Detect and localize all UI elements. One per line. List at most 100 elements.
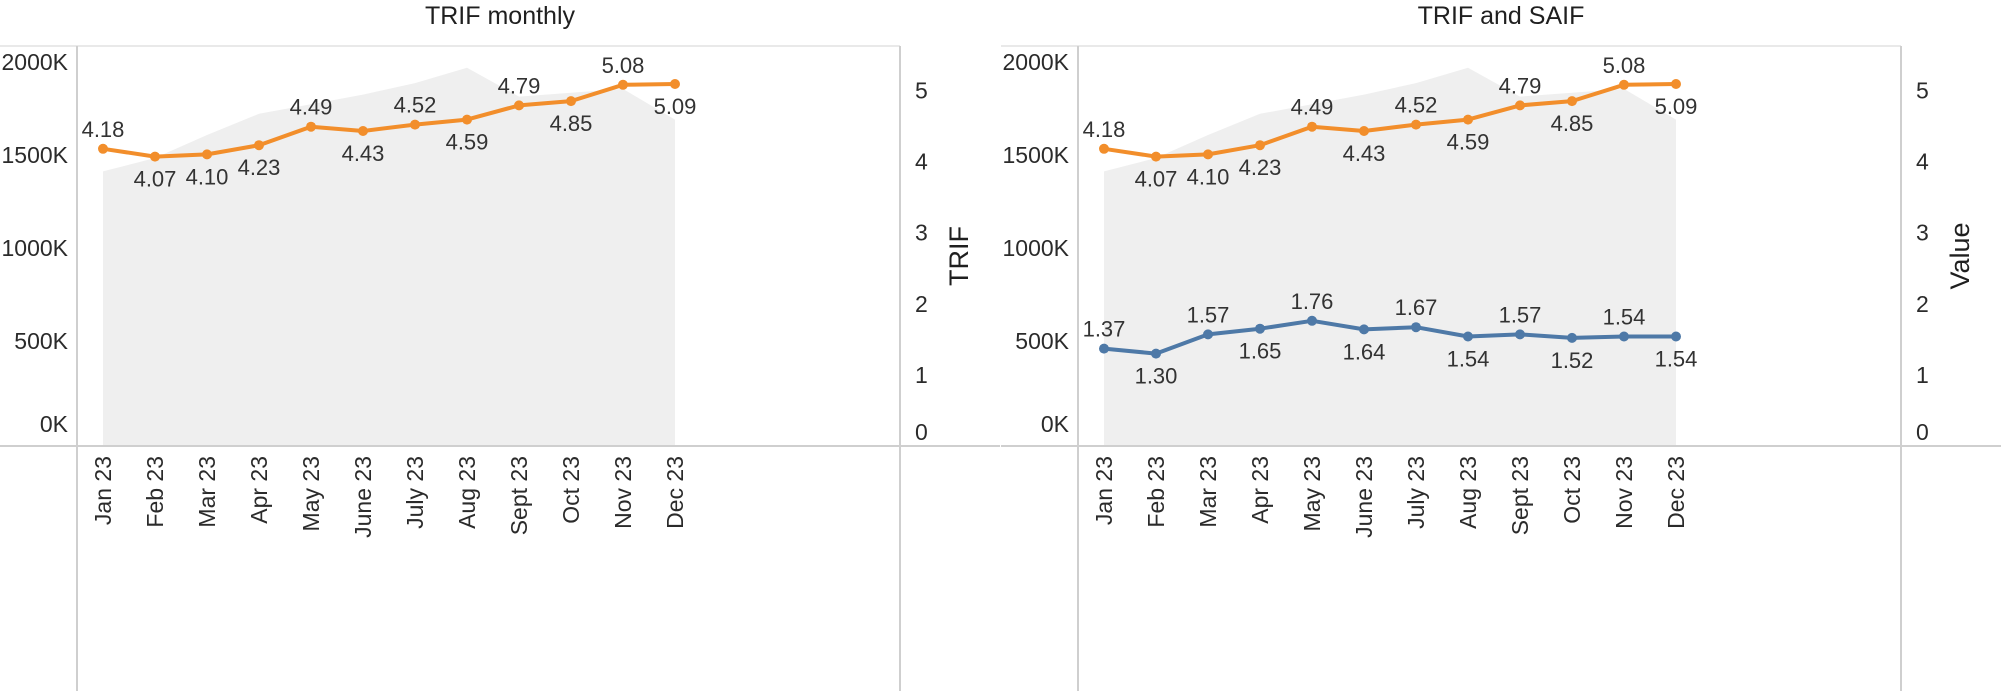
background-area [1104, 67, 1676, 447]
data-label: 5.09 [1655, 94, 1698, 119]
data-label: 5.09 [654, 94, 697, 119]
data-label: 4.52 [1395, 93, 1438, 118]
x-tick-label: Mar 23 [194, 456, 220, 528]
data-point [1255, 323, 1265, 334]
data-label: 4.23 [1239, 155, 1282, 180]
data-label: 4.79 [1499, 73, 1542, 98]
x-tick-label: Sept 23 [506, 456, 532, 535]
data-point [306, 121, 316, 132]
data-point [1099, 343, 1109, 354]
data-label: 1.54 [1655, 347, 1698, 372]
x-tick-label: Sept 23 [1507, 456, 1533, 535]
data-label: 1.65 [1239, 339, 1282, 364]
data-label: 4.07 [1135, 167, 1178, 192]
x-tick-label: Feb 23 [142, 456, 168, 528]
right-tick-label: 0 [1916, 419, 1929, 445]
series-line-saif [1103, 318, 1676, 356]
data-label: 4.10 [186, 164, 229, 189]
right-tick-label: 5 [915, 77, 928, 103]
data-point [1463, 331, 1473, 342]
left-tick-label: 1500K [1, 142, 68, 168]
data-label: 1.76 [1291, 289, 1334, 314]
chart-svg-trif-and-saif: 2000K 1500K 1000K 500K 0K 5 4 3 2 1 0 Value Jan 23 Fe… [1001, 45, 2001, 691]
chart-panel-trif-and-saif: TRIF and SAIF 2000K 1500K 1000K 500K 0K 5 4 3 2 1… [1001, 0, 2001, 691]
data-point [1619, 79, 1629, 90]
data-label: 4.43 [342, 141, 385, 166]
data-label: 1.67 [1395, 295, 1438, 320]
data-label: 4.49 [1291, 95, 1334, 120]
x-tick-label: May 23 [1299, 456, 1325, 531]
data-point [98, 143, 108, 154]
data-point [1567, 332, 1577, 343]
x-tick-label: July 23 [402, 456, 428, 529]
data-point [1567, 96, 1577, 107]
data-point [358, 126, 368, 136]
data-point [150, 151, 160, 162]
right-axis-title: TRIF [944, 226, 974, 286]
right-tick-label: 3 [1916, 220, 1929, 246]
left-tick-label: 1000K [1002, 235, 1069, 261]
left-tick-label: 500K [14, 328, 68, 354]
right-tick-label: 4 [915, 149, 928, 175]
data-point [1099, 143, 1109, 154]
series-line-trif [1103, 82, 1677, 159]
data-point [1359, 126, 1369, 136]
data-label: 1.37 [1083, 317, 1126, 342]
data-point [1203, 329, 1213, 340]
x-tick-label: Oct 23 [558, 456, 584, 524]
data-point [1307, 121, 1317, 132]
data-point [1151, 348, 1161, 359]
data-label: 5.08 [1603, 53, 1646, 78]
x-tick-label: Aug 23 [454, 456, 480, 529]
background-area [103, 67, 675, 447]
chart-title: TRIF and SAIF [1417, 2, 1585, 30]
data-label: 4.18 [1083, 117, 1126, 142]
data-point [1255, 140, 1265, 151]
data-label: 1.57 [1499, 302, 1542, 327]
series-line-trif [102, 82, 676, 159]
left-tick-label: 2000K [1, 49, 68, 75]
right-tick-label: 4 [1916, 149, 1929, 175]
data-point [1619, 331, 1629, 342]
data-point [566, 96, 576, 107]
data-label: 4.18 [82, 117, 125, 142]
x-tick-label: Dec 23 [662, 456, 688, 529]
data-label: 4.85 [550, 111, 593, 136]
data-label: 4.79 [498, 73, 541, 98]
data-point [202, 149, 212, 160]
data-label: 1.30 [1135, 364, 1178, 389]
data-point [1671, 331, 1681, 342]
data-point [254, 140, 264, 151]
data-point [1411, 322, 1421, 333]
data-point [1151, 151, 1161, 162]
data-point [1203, 149, 1213, 160]
data-point [1515, 329, 1525, 340]
data-label: 1.52 [1551, 348, 1594, 373]
left-tick-label: 0K [1041, 411, 1070, 437]
data-label: 4.59 [1447, 130, 1490, 155]
x-tick-label: July 23 [1403, 456, 1429, 529]
left-tick-label: 0K [40, 411, 69, 437]
x-tick-label: Feb 23 [1143, 456, 1169, 528]
data-label: 1.64 [1343, 339, 1386, 364]
data-label: 5.08 [602, 53, 645, 78]
data-label: 4.49 [290, 95, 333, 120]
x-tick-label: Jan 23 [90, 456, 116, 525]
x-tick-label: Dec 23 [1663, 456, 1689, 529]
x-tick-label: Aug 23 [1455, 456, 1481, 529]
data-label: 4.07 [134, 167, 177, 192]
data-label: 1.57 [1187, 302, 1230, 327]
x-tick-label: June 23 [350, 456, 376, 538]
data-label: 4.23 [238, 155, 281, 180]
x-tick-label: Jan 23 [1091, 456, 1117, 525]
data-point [1515, 100, 1525, 111]
data-point [514, 100, 524, 111]
data-label: 4.59 [446, 130, 489, 155]
right-axis-title: Value [1945, 222, 1975, 289]
data-label: 4.10 [1187, 164, 1230, 189]
data-point [1411, 119, 1421, 130]
data-label: 1.54 [1603, 305, 1646, 330]
data-label: 1.54 [1447, 347, 1490, 372]
data-point [1307, 315, 1317, 326]
left-tick-label: 1500K [1002, 142, 1069, 168]
